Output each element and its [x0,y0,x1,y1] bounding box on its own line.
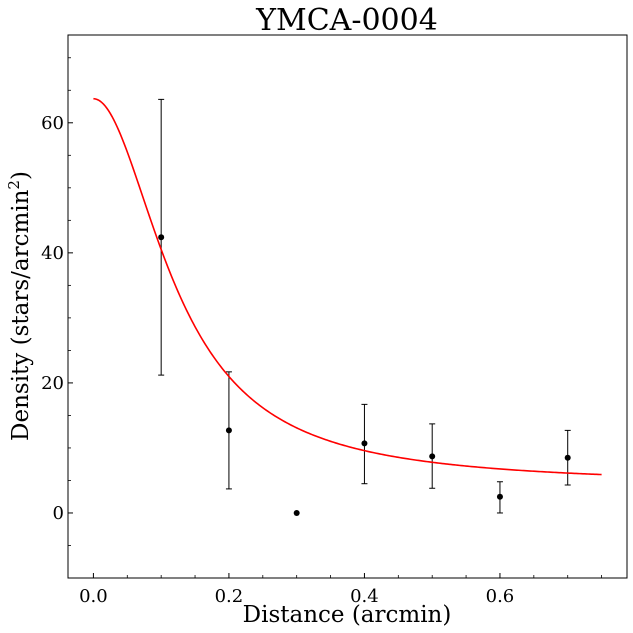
x-tick-label: 0.0 [79,586,108,607]
fit-curve-line [93,97,602,476]
y-axis-label-main: Density (stars/arcmin [8,189,34,441]
y-axis-label-close: ) [8,171,34,180]
plot-area: 0.0 0.2 0.4 0.6 0 20 40 60 [41,34,628,607]
data-point [158,234,165,241]
data-point [225,427,232,434]
y-tick-label: 40 [41,243,64,264]
x-axis-label: Distance (arcmin) [243,602,452,628]
x-tick-label: 0.6 [486,586,515,607]
plot-frame [67,34,628,579]
x-tick-label: 0.2 [215,586,244,607]
y-tick-label: 0 [53,503,64,524]
data-point [564,454,571,461]
y-tick-label: 60 [41,113,64,134]
data-point [293,509,300,516]
y-axis-label-superscript: 2 [5,180,23,190]
y-axis-label: Density (stars/arcmin2) [5,171,34,441]
chart-title: YMCA-0004 [255,3,438,38]
data-point [496,493,503,500]
x-tick-label: 0.4 [350,586,379,607]
data-point [429,453,436,460]
y-tick-label: 20 [41,373,64,394]
data-point [361,440,368,447]
